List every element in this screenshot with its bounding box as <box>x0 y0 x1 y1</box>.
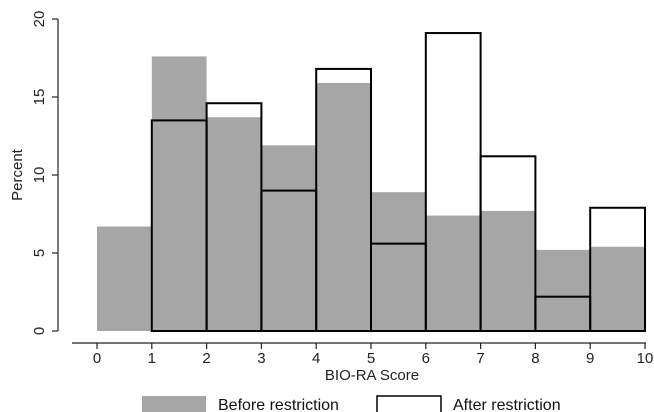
x-tick-label-10: 10 <box>637 350 654 367</box>
bar-before-1-2 <box>151 56 207 331</box>
x-tick-label-0: 0 <box>93 350 101 367</box>
y-tick-label-20: 20 <box>31 11 48 28</box>
x-tick-label-6: 6 <box>422 350 430 367</box>
bar-before-6-7 <box>425 215 481 331</box>
bar-before-2-3 <box>206 117 262 331</box>
legend-swatch-after <box>376 395 442 412</box>
bar-before-9-10 <box>590 246 645 331</box>
y-axis-title: Percent <box>9 148 26 201</box>
bar-before-8-9 <box>535 249 591 331</box>
x-tick-label-9: 9 <box>586 350 594 367</box>
x-tick-label-3: 3 <box>257 350 265 367</box>
legend-label-after: After restriction <box>453 397 561 412</box>
bar-before-7-8 <box>480 210 536 331</box>
x-tick-label-8: 8 <box>531 350 539 367</box>
y-tick-label-10: 10 <box>31 167 48 184</box>
legend-swatch-before <box>142 396 206 412</box>
bar-after-9-10 <box>589 206 647 332</box>
bar-after-4-5 <box>315 67 373 332</box>
x-tick-label-2: 2 <box>202 350 210 367</box>
x-tick-label-5: 5 <box>367 350 375 367</box>
x-tick-label-4: 4 <box>312 350 320 367</box>
x-axis-title: BIO-RA Score <box>325 367 419 384</box>
x-tick-label-7: 7 <box>476 350 484 367</box>
before-restriction-bars <box>97 56 645 332</box>
after-restriction-bars <box>150 32 647 333</box>
bar-before-5-6 <box>371 192 426 331</box>
bar-before-0-1 <box>97 226 152 331</box>
x-tick-label-1: 1 <box>148 350 156 367</box>
bar-after-7-8 <box>479 155 537 332</box>
bar-before-3-4 <box>261 145 317 331</box>
y-tick-label-15: 15 <box>31 89 48 106</box>
y-tick-label-0: 0 <box>31 327 48 335</box>
y-tick-label-5: 5 <box>31 249 48 257</box>
bar-before-4-5 <box>316 82 371 332</box>
legend: Before restriction After restriction <box>142 395 561 412</box>
legend-label-before: Before restriction <box>218 397 339 412</box>
axes: 0 5 10 15 20 0 1 2 3 4 5 6 7 8 9 10 <box>31 11 653 367</box>
